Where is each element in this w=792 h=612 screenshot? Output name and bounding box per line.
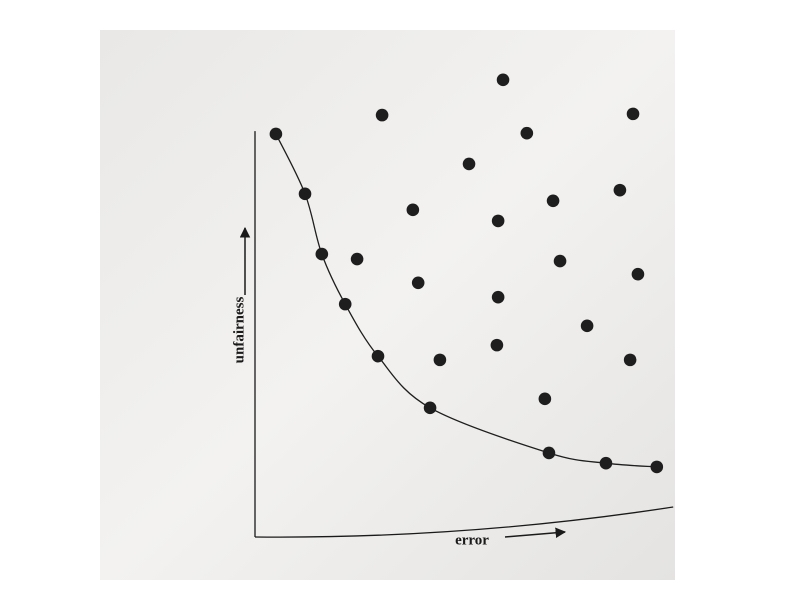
point bbox=[542, 446, 556, 460]
point bbox=[338, 297, 352, 311]
point bbox=[538, 392, 552, 406]
point bbox=[298, 187, 312, 201]
point bbox=[411, 276, 425, 290]
x-axis-label: error bbox=[455, 532, 489, 548]
point bbox=[553, 254, 567, 268]
point bbox=[496, 73, 510, 87]
point bbox=[650, 460, 664, 474]
point bbox=[406, 203, 420, 217]
point bbox=[315, 247, 329, 261]
point bbox=[491, 290, 505, 304]
point bbox=[491, 214, 505, 228]
frontier-curve bbox=[275, 133, 657, 468]
x-arrow bbox=[504, 527, 567, 539]
point bbox=[433, 353, 447, 367]
point bbox=[546, 194, 560, 208]
point bbox=[599, 456, 613, 470]
x-axis bbox=[254, 506, 674, 538]
point bbox=[423, 401, 437, 415]
point bbox=[580, 319, 594, 333]
point bbox=[269, 127, 283, 141]
y-axis-label: unfairness bbox=[231, 297, 247, 364]
point bbox=[462, 157, 476, 171]
point bbox=[626, 107, 640, 121]
point bbox=[631, 267, 645, 281]
page-background bbox=[100, 30, 675, 580]
point bbox=[375, 108, 389, 122]
point bbox=[520, 126, 534, 140]
point bbox=[623, 353, 637, 367]
point bbox=[350, 252, 364, 266]
point bbox=[490, 338, 504, 352]
point bbox=[371, 349, 385, 363]
point bbox=[613, 183, 627, 197]
